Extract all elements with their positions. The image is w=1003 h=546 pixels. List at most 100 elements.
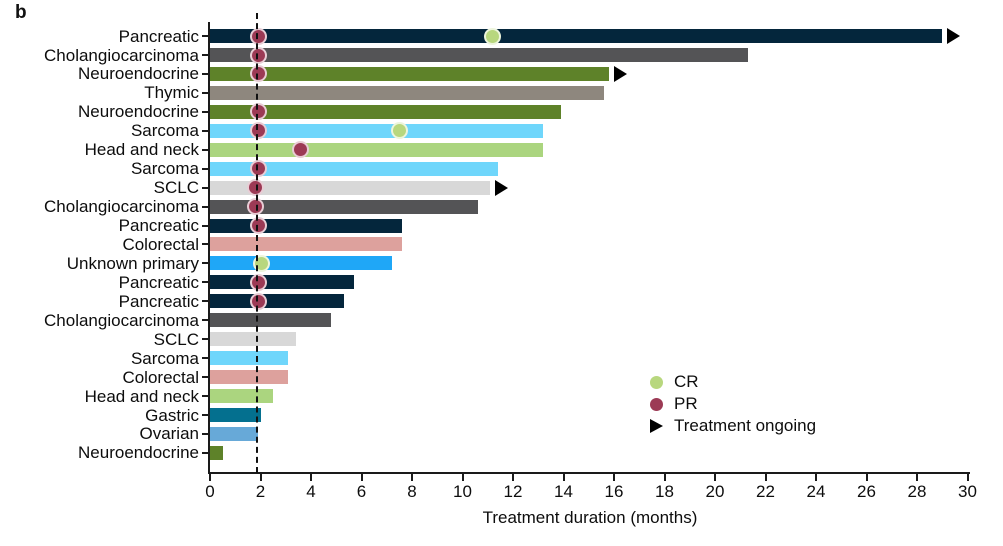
- y-axis-label: Pancreatic: [118, 26, 199, 46]
- treatment-bar: [210, 29, 943, 43]
- y-axis-label: Gastric: [145, 405, 199, 425]
- x-tick: [714, 474, 716, 481]
- x-tick: [613, 474, 615, 481]
- y-axis-label: Pancreatic: [118, 272, 199, 292]
- legend-label: CR: [674, 372, 699, 391]
- pr-marker: [249, 217, 267, 234]
- x-tick: [310, 474, 312, 481]
- pr-marker-icon: [650, 397, 665, 411]
- x-tick: [411, 474, 413, 481]
- treatment-bar: [210, 445, 223, 460]
- x-tick: [562, 474, 565, 481]
- pr-marker: [249, 46, 267, 64]
- legend-label: Treatment ongoing: [674, 416, 817, 435]
- treatment-bar: [210, 237, 402, 252]
- x-tick: [512, 474, 514, 481]
- dashed-reference-line: [255, 13, 258, 473]
- y-axis-label: Pancreatic: [118, 216, 199, 235]
- y-tick: [202, 262, 208, 265]
- y-axis-label: Colorectal: [122, 367, 199, 387]
- y-axis-label: Pancreatic: [118, 291, 199, 311]
- treatment-bar: [210, 48, 748, 62]
- x-tick-label: 6: [356, 482, 367, 501]
- treatment-bar: [210, 351, 289, 366]
- y-tick: [202, 300, 208, 303]
- x-tick-label: 24: [806, 482, 826, 501]
- x-tick: [815, 474, 817, 481]
- treatment-bar: [210, 104, 561, 119]
- y-axis-label: Sarcoma: [130, 348, 199, 368]
- legend-dot: [650, 397, 663, 411]
- legend-item: CR: [650, 371, 816, 393]
- x-tick-label: 0: [205, 482, 215, 501]
- treatment-bar: [210, 275, 354, 290]
- x-tick-label: 30: [958, 482, 977, 501]
- treatment-bar: [210, 218, 402, 233]
- y-tick: [202, 281, 208, 284]
- x-tick-label: 12: [503, 482, 523, 501]
- y-tick: [202, 451, 208, 454]
- y-tick: [202, 110, 208, 113]
- treatment-bar: [210, 332, 296, 347]
- y-axis-label: Cholangiocarcinoma: [44, 310, 199, 330]
- treatment-bar: [210, 408, 261, 422]
- y-axis-label: Neuroendocrine: [78, 64, 199, 84]
- legend-dot: [650, 375, 663, 389]
- pr-marker: [249, 122, 267, 140]
- x-tick-label: 2: [255, 482, 266, 501]
- x-tick-label: 14: [554, 482, 573, 501]
- treatment-bar: [210, 256, 392, 271]
- ongoing-arrow-icon: [650, 419, 665, 433]
- ongoing-arrow-icon: [614, 65, 627, 82]
- y-tick: [202, 186, 208, 189]
- treatment-bar: [210, 389, 274, 404]
- pr-marker: [249, 160, 267, 178]
- x-tick-label: 10: [453, 482, 472, 501]
- y-tick: [202, 35, 208, 37]
- pr-marker: [249, 65, 267, 83]
- y-tick: [202, 319, 208, 322]
- y-axis-label: Cholangiocarcinoma: [44, 197, 199, 216]
- y-tick: [202, 357, 208, 360]
- x-axis-line: [208, 472, 970, 474]
- y-tick: [202, 54, 208, 56]
- x-tick: [259, 474, 262, 481]
- x-tick-label: 8: [407, 482, 417, 501]
- x-tick: [764, 474, 767, 481]
- x-tick: [966, 474, 969, 481]
- y-axis-label: Thymic: [144, 83, 199, 103]
- x-tick: [360, 474, 363, 481]
- pr-marker: [246, 198, 264, 215]
- y-axis-label: Sarcoma: [130, 159, 199, 179]
- x-tick-label: 4: [306, 482, 316, 501]
- x-tick-label: 28: [907, 482, 927, 501]
- y-tick: [202, 167, 208, 170]
- pr-marker: [249, 27, 267, 45]
- figure-label: b: [15, 2, 27, 23]
- treatment-bar: [210, 123, 544, 138]
- treatment-bar: [210, 426, 258, 441]
- legend-item: Treatment ongoing: [650, 415, 816, 437]
- legend-triangle: [650, 419, 663, 433]
- x-tick: [461, 474, 464, 481]
- treatment-bar: [210, 180, 491, 195]
- legend: CR PR Treatment ongoing: [650, 371, 816, 437]
- y-tick: [202, 376, 208, 379]
- pr-marker: [246, 179, 264, 197]
- cr-marker-icon: [650, 375, 665, 389]
- y-tick: [202, 432, 208, 435]
- x-tick-label: 16: [604, 482, 624, 501]
- treatment-bar: [210, 199, 478, 214]
- y-axis-label: Neuroendocrine: [78, 443, 199, 463]
- y-tick: [202, 395, 208, 398]
- pr-marker: [292, 141, 310, 159]
- y-axis-label: Head and neck: [84, 386, 199, 406]
- y-tick: [202, 72, 208, 75]
- x-tick-label: 20: [705, 482, 725, 501]
- y-axis-label: Unknown primary: [66, 253, 199, 273]
- x-tick: [663, 474, 666, 481]
- y-axis-line: [208, 22, 210, 472]
- x-tick-label: 18: [655, 482, 674, 501]
- legend-label: PR: [674, 394, 698, 413]
- x-tick: [209, 474, 211, 481]
